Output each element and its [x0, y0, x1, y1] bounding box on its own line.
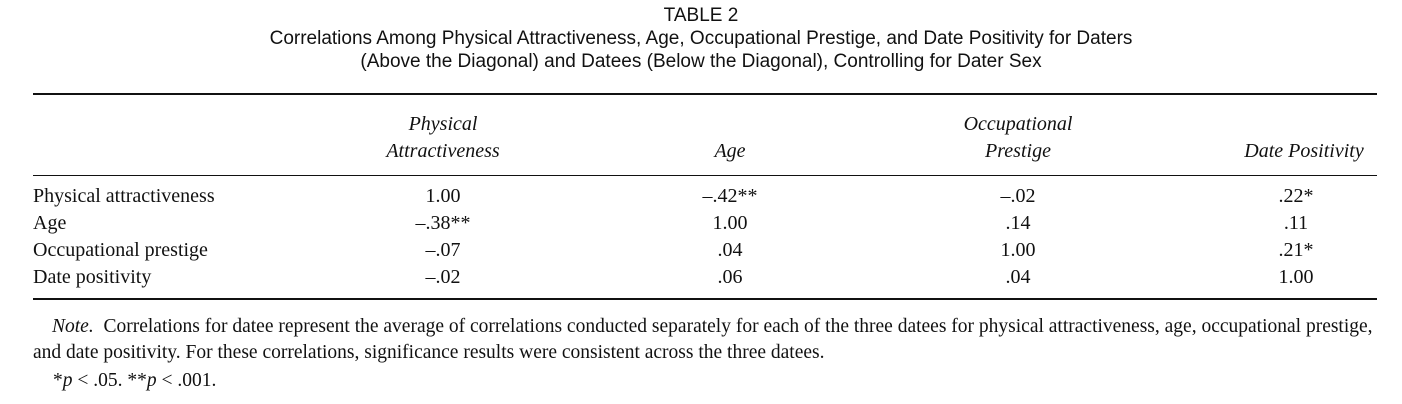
col-header-line1: Occupational [963, 113, 1073, 135]
col-header-physical-attractiveness: Physical Attractiveness [363, 111, 523, 165]
sig1-stars: * [53, 370, 63, 391]
sig2-stars: ** [127, 370, 147, 391]
table-cell: –.02 [1000, 185, 1036, 207]
table-cell: –.07 [425, 239, 461, 261]
table-cell: .11 [1283, 212, 1309, 234]
table-title-block: TABLE 2 Correlations Among Physical Attr… [0, 4, 1402, 73]
table-cell: 1.00 [1278, 266, 1314, 288]
col-header-line2: Age [714, 140, 746, 162]
col-header-line1 [650, 111, 810, 138]
sig2-rest: < .001. [156, 370, 217, 391]
row-label-date-positivity: Date positivity [33, 266, 152, 288]
row-label-age: Age [33, 212, 67, 234]
table-cell: .04 [1005, 266, 1031, 288]
table-cell: .21* [1278, 239, 1314, 261]
col-header-line2: Date Positivity [1244, 140, 1364, 162]
sig1-p: p [62, 370, 73, 391]
col-header-line1 [1224, 111, 1384, 138]
table-cell: 1.00 [1000, 239, 1036, 261]
table-cell: 1.00 [712, 212, 748, 234]
col-header-line2: Prestige [985, 140, 1051, 162]
note-lead: Note. [52, 316, 94, 337]
table-label: TABLE 2 [663, 5, 739, 26]
top-rule [33, 93, 1377, 95]
table-cell: .22* [1278, 185, 1314, 207]
significance-note: *p < .05. **p < .001. [53, 368, 216, 394]
sig2-p: p [146, 370, 157, 391]
bottom-rule [33, 298, 1377, 300]
table-cell: .06 [717, 266, 743, 288]
table-caption-line-1: Correlations Among Physical Attractivene… [269, 28, 1133, 49]
col-header-occupational-prestige: Occupational Prestige [938, 111, 1098, 165]
row-label-occupational-prestige: Occupational prestige [33, 239, 208, 261]
table-cell: .04 [717, 239, 743, 261]
table-note: Note. Correlations for datee represent t… [33, 314, 1377, 366]
sig1-rest: < .05. [72, 370, 128, 391]
table-cell: .14 [1005, 212, 1031, 234]
table-cell: –.02 [425, 266, 461, 288]
col-header-age: Age [650, 111, 810, 165]
table-cell: –.38** [415, 212, 471, 234]
note-text: Correlations for datee represent the ave… [33, 316, 1373, 363]
row-label-physical-attractiveness: Physical attractiveness [33, 185, 215, 207]
table-caption-line-2: (Above the Diagonal) and Datees (Below t… [360, 51, 1042, 72]
table-cell: 1.00 [425, 185, 461, 207]
col-header-date-positivity: Date Positivity [1224, 111, 1384, 165]
col-header-line1: Physical [408, 113, 478, 135]
table-cell: –.42** [702, 185, 758, 207]
col-header-line2: Attractiveness [386, 140, 500, 162]
header-rule [33, 175, 1377, 176]
